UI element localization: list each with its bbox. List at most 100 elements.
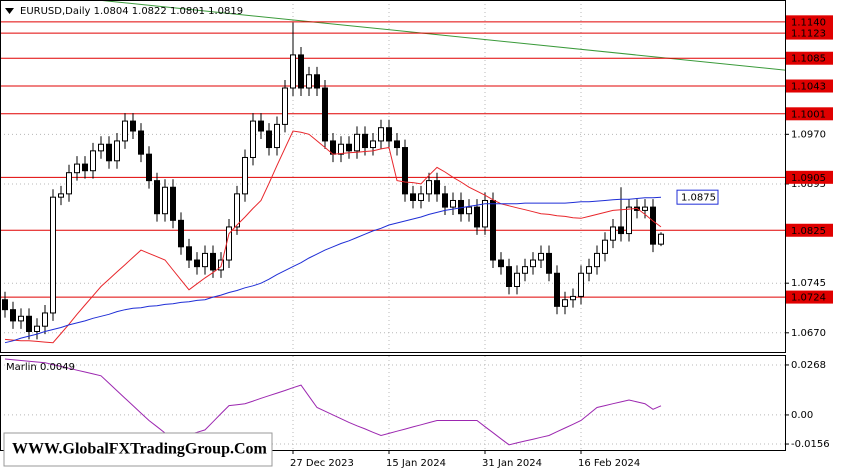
trend-line	[92, 0, 785, 71]
level-label-bg	[786, 290, 833, 304]
candle-body	[74, 163, 80, 174]
level-label: 1.1085	[791, 54, 826, 65]
candle-body	[2, 299, 8, 311]
candle-body	[434, 180, 440, 195]
candle-body	[490, 199, 496, 261]
candle-body	[482, 199, 488, 228]
candle-body	[274, 123, 280, 149]
candle-body	[282, 87, 288, 125]
candle-body	[154, 180, 160, 215]
candle-body	[146, 153, 152, 182]
level-label-bg	[786, 107, 833, 121]
candle-body	[474, 206, 480, 228]
indicator-plot	[4, 358, 662, 446]
candle-body	[82, 163, 88, 172]
y-tick-label: -0.0156	[791, 439, 830, 450]
x-tick-label: 15 Jan 2024	[386, 458, 446, 469]
candle-body	[378, 127, 384, 142]
candle-body	[290, 54, 296, 89]
main-frame	[0, 0, 786, 353]
candle-body	[578, 272, 584, 297]
candle-body	[234, 193, 240, 228]
candle-body	[130, 120, 136, 132]
menu-triangle	[5, 8, 14, 14]
candle-body	[250, 120, 256, 158]
candle-body	[450, 199, 456, 208]
candle-body	[114, 140, 120, 162]
candle-body	[602, 239, 608, 254]
candle-body	[498, 259, 504, 268]
y-tick-label: 1.0970	[791, 129, 826, 140]
candle-body	[322, 87, 328, 142]
watermark: WWW.GlobalFXTradingGroup.Com	[12, 441, 268, 458]
candle-body	[314, 74, 320, 89]
candle-body	[266, 130, 272, 149]
candle-body	[618, 226, 624, 235]
candle-body	[42, 312, 48, 327]
level-label-bg	[786, 15, 833, 29]
y-tick-label: 0.0268	[791, 360, 826, 371]
candle-body	[50, 196, 56, 314]
candle-body	[18, 315, 24, 322]
y-tick-label: 1.0745	[791, 278, 826, 289]
candle-body	[546, 252, 552, 274]
level-label-bg	[786, 26, 833, 40]
ma-label: 1.0875	[681, 193, 716, 204]
y-tick-label: 1.0895	[791, 179, 826, 190]
candle-body	[418, 193, 424, 201]
indicator-frame	[0, 355, 786, 451]
candle-body	[298, 54, 304, 89]
candle-body	[10, 309, 16, 322]
level-label: 1.0905	[791, 173, 826, 184]
candle-body	[242, 156, 248, 195]
candle-body	[610, 226, 616, 241]
candle-body	[354, 133, 360, 152]
candle-body	[410, 193, 416, 201]
candle-body	[394, 140, 400, 149]
candle-body	[538, 252, 544, 261]
axis-layer: 1.0970 1.0895 1.0745 1.0670 0.0268 0.00 -0.015…	[290, 15, 833, 469]
candle-body	[594, 252, 600, 268]
moving-average	[4, 130, 662, 344]
chart-title: EURUSD,Daily 1.0804 1.0822 1.0801 1.0819	[20, 6, 243, 17]
candle-body	[26, 315, 32, 332]
candle-body	[162, 186, 168, 215]
candle-body	[658, 233, 664, 245]
candle-body	[586, 266, 592, 274]
level-label: 1.0825	[791, 226, 826, 237]
candle-body	[386, 127, 392, 142]
candle-body	[122, 120, 128, 142]
candle-body	[258, 120, 264, 132]
candle-body	[554, 272, 560, 307]
candle-body	[178, 219, 184, 248]
x-tick-label: 31 Jan 2024	[482, 458, 542, 469]
level-label: 1.1001	[791, 109, 826, 120]
candle-body	[66, 172, 72, 195]
candle-body	[522, 266, 528, 274]
candle-body	[202, 252, 208, 268]
candle-body	[338, 143, 344, 155]
candle-body	[362, 133, 368, 149]
level-label: 1.0724	[791, 293, 826, 304]
candle-body	[210, 252, 216, 271]
candle-body	[626, 206, 632, 235]
grid-layer	[0, 0, 785, 450]
candle-body	[58, 193, 64, 198]
candle-body	[466, 206, 472, 215]
candle-body	[530, 259, 536, 268]
candle-body	[570, 295, 576, 301]
level-label-bg	[786, 51, 833, 65]
candle-body	[562, 299, 568, 307]
candle-body	[402, 147, 408, 195]
indicator-line	[4, 358, 662, 446]
ma-label-bg	[676, 189, 719, 205]
y-tick-label: 0.00	[791, 410, 813, 421]
candle-body	[138, 130, 144, 155]
y-tick-label: 1.0670	[791, 328, 826, 339]
candle-body	[170, 186, 176, 221]
candle-body	[642, 206, 648, 211]
level-label-bg	[786, 79, 833, 93]
